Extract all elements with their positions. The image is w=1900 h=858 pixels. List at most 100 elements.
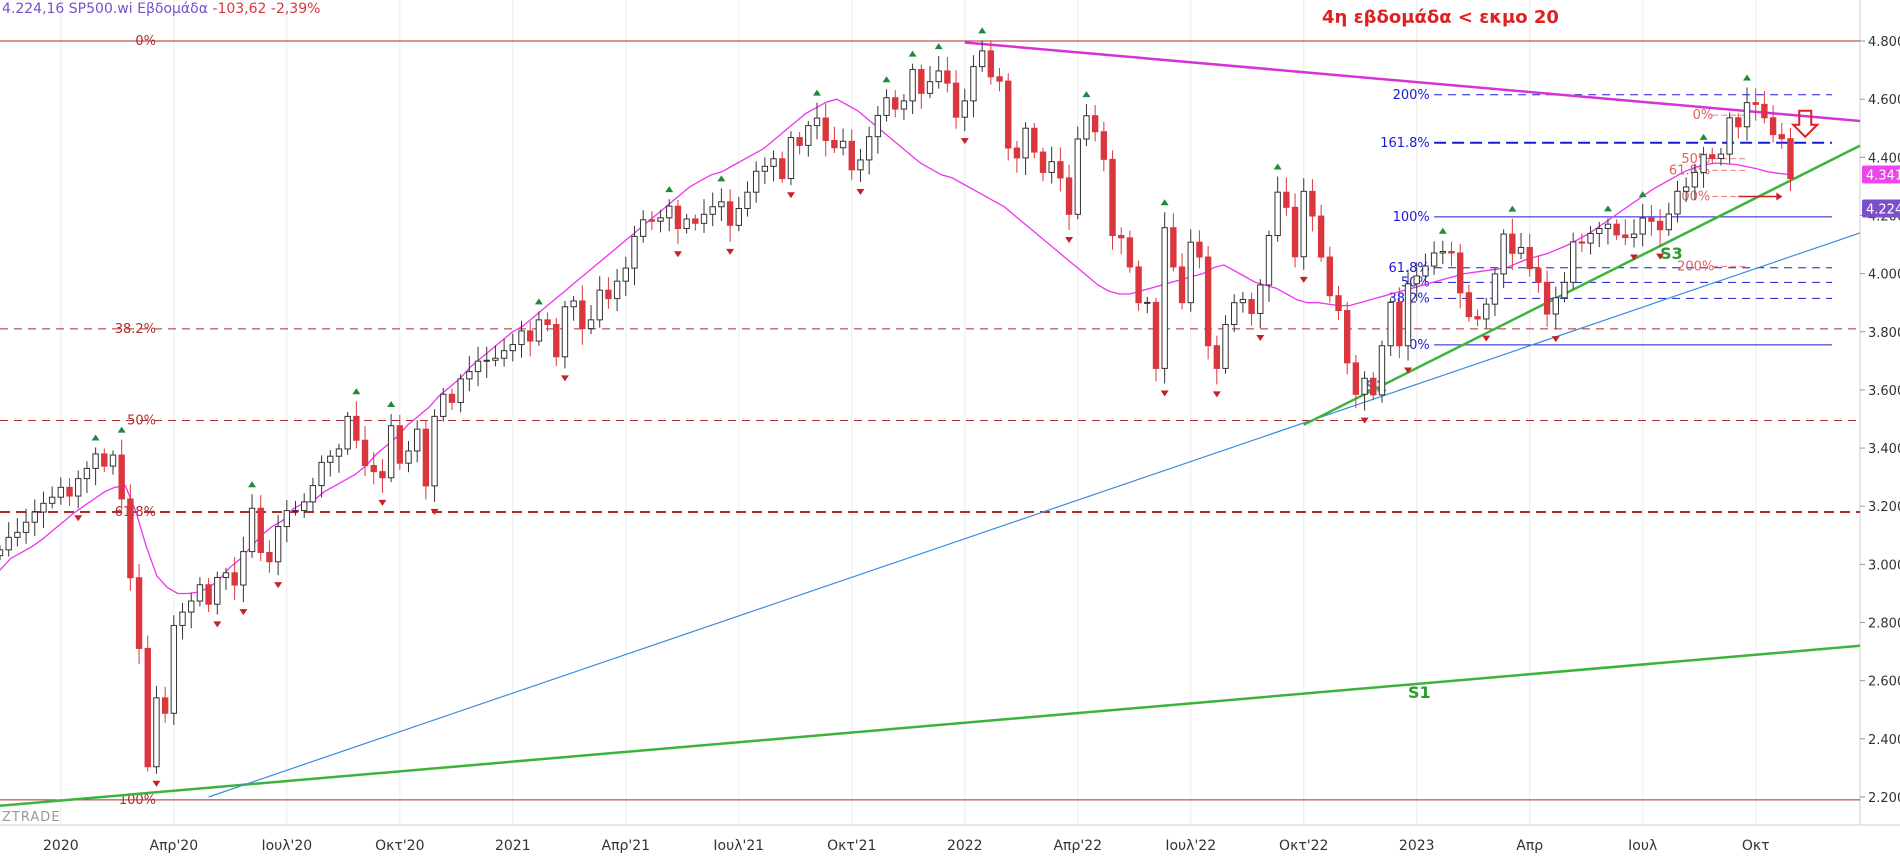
candle-bull [1404, 283, 1412, 347]
candle-bear [918, 68, 925, 94]
candle-bear [1509, 233, 1516, 254]
candle-bear [1656, 220, 1664, 231]
candle-bull [874, 114, 882, 138]
candle-bear [1761, 103, 1768, 119]
y-axis: 2.200 2.400 2.600 2.800 3.000 3.200 3.400 3.600… [1860, 35, 1900, 806]
candle-bull [1717, 153, 1725, 159]
fractal-up-marker [1160, 199, 1169, 206]
candle-bull [1048, 161, 1055, 173]
candle-bull [1161, 227, 1168, 369]
candle-bear [1091, 115, 1099, 133]
candle-bear [1039, 151, 1047, 173]
fractal-up-marker [117, 426, 126, 433]
candle-bull [1187, 241, 1194, 304]
fractal-up-marker [1603, 205, 1612, 212]
fractal-down-marker [213, 621, 222, 628]
header-change-pct: -2,39% [270, 1, 321, 17]
y-tick-label: 3.800 [1868, 326, 1900, 341]
fractal-down-marker [1065, 237, 1074, 243]
fractal-down-marker [1656, 253, 1665, 260]
annotation-title: 4η εβδομάδα < εκμο 20 [1322, 7, 1559, 28]
ema20-polyline [0, 98, 1789, 595]
candle-bull [857, 159, 864, 171]
candle-bear [1735, 117, 1742, 128]
candle-bull [1569, 241, 1577, 283]
candle-bull [57, 486, 65, 498]
candle-bull [1265, 235, 1273, 286]
candle-bull [431, 415, 438, 487]
fractal-up-marker [1508, 205, 1517, 212]
trendline-s3 [1303, 144, 1861, 426]
fib-mid-label: 61.8% [1388, 261, 1429, 276]
fib-mid-label: 100% [1393, 210, 1430, 225]
candle-bear [987, 50, 995, 78]
candle-bull [1439, 251, 1446, 254]
price-badges: 4.341,13 4.224,16 [1862, 165, 1900, 217]
y-tick-label: 2.600 [1868, 675, 1900, 690]
x-tick-label: Οκτ'20 [375, 838, 424, 854]
x-tick-label: Απρ'20 [150, 838, 199, 854]
candle-bull [0, 549, 4, 557]
candle-bear [361, 439, 369, 467]
candle-bull [1300, 190, 1307, 258]
candle-bull [1413, 275, 1420, 285]
candle-bear [257, 507, 264, 553]
fib-mid-label: 161.8% [1380, 136, 1430, 151]
candle-bull [1144, 301, 1151, 304]
candle-bull [1552, 297, 1559, 315]
x-tick-label: Ιουλ'22 [1165, 838, 1216, 854]
candle-bear [1709, 154, 1716, 159]
candle-bull [1430, 252, 1438, 267]
candle-bear [544, 319, 551, 325]
y-tick-label: 4.600 [1868, 93, 1900, 108]
fractal-up-marker [882, 76, 891, 83]
candle-bull [631, 235, 638, 269]
candle-bull [344, 415, 351, 450]
candle-bull [1257, 284, 1264, 314]
candle-bear [1352, 362, 1360, 395]
candle-bull [1274, 191, 1281, 237]
candle-bull [48, 496, 56, 504]
candle-bear [370, 465, 377, 473]
candle-bull [1743, 102, 1751, 128]
candle-bear [1474, 316, 1481, 320]
fractal-up-marker [387, 401, 396, 408]
fractal-down-marker [726, 248, 735, 255]
candle-bull [613, 280, 621, 300]
connector-arrow-icon [1776, 192, 1783, 201]
y-tick-label: 4.800 [1868, 35, 1900, 50]
candle-bear [1787, 138, 1794, 180]
last-price-badge-bg [1862, 199, 1900, 218]
candle-bear [1622, 234, 1629, 239]
candle-bull [1639, 217, 1646, 235]
ema-value-badge-bg [1862, 165, 1900, 184]
y-tick-label: 3.200 [1868, 500, 1900, 515]
fib-level-label: 38.2% [115, 322, 156, 337]
candle-bull [1222, 324, 1229, 369]
x-tick-label: Ιουλ'20 [261, 838, 312, 854]
candle-bear [266, 551, 273, 563]
x-tick-label: 2023 [1399, 838, 1435, 854]
fractal-down-marker [1630, 254, 1639, 261]
candle-bull [1674, 190, 1681, 215]
candle-bear [605, 289, 612, 300]
x-tick-label: 2020 [43, 838, 79, 854]
candle-bear [692, 218, 699, 224]
candle-bull [596, 289, 603, 321]
y-tick-label: 3.400 [1868, 442, 1900, 457]
candle-bear [1057, 161, 1064, 179]
candle-bull [1083, 115, 1090, 140]
y-tick-label: 4.000 [1868, 268, 1900, 283]
candle-bear [648, 219, 656, 222]
candle-bull [805, 125, 812, 146]
candle-bear [1309, 190, 1316, 217]
candle-bear [1456, 252, 1464, 294]
candle-bull [761, 165, 769, 172]
fractal-down-marker [430, 508, 439, 515]
trendline-label: S3 [1660, 244, 1683, 263]
fractal-up-marker [1273, 163, 1282, 170]
candle-bear [1248, 298, 1255, 314]
fib-small-label: 100% [1673, 190, 1710, 205]
candle-bear [1543, 281, 1551, 315]
